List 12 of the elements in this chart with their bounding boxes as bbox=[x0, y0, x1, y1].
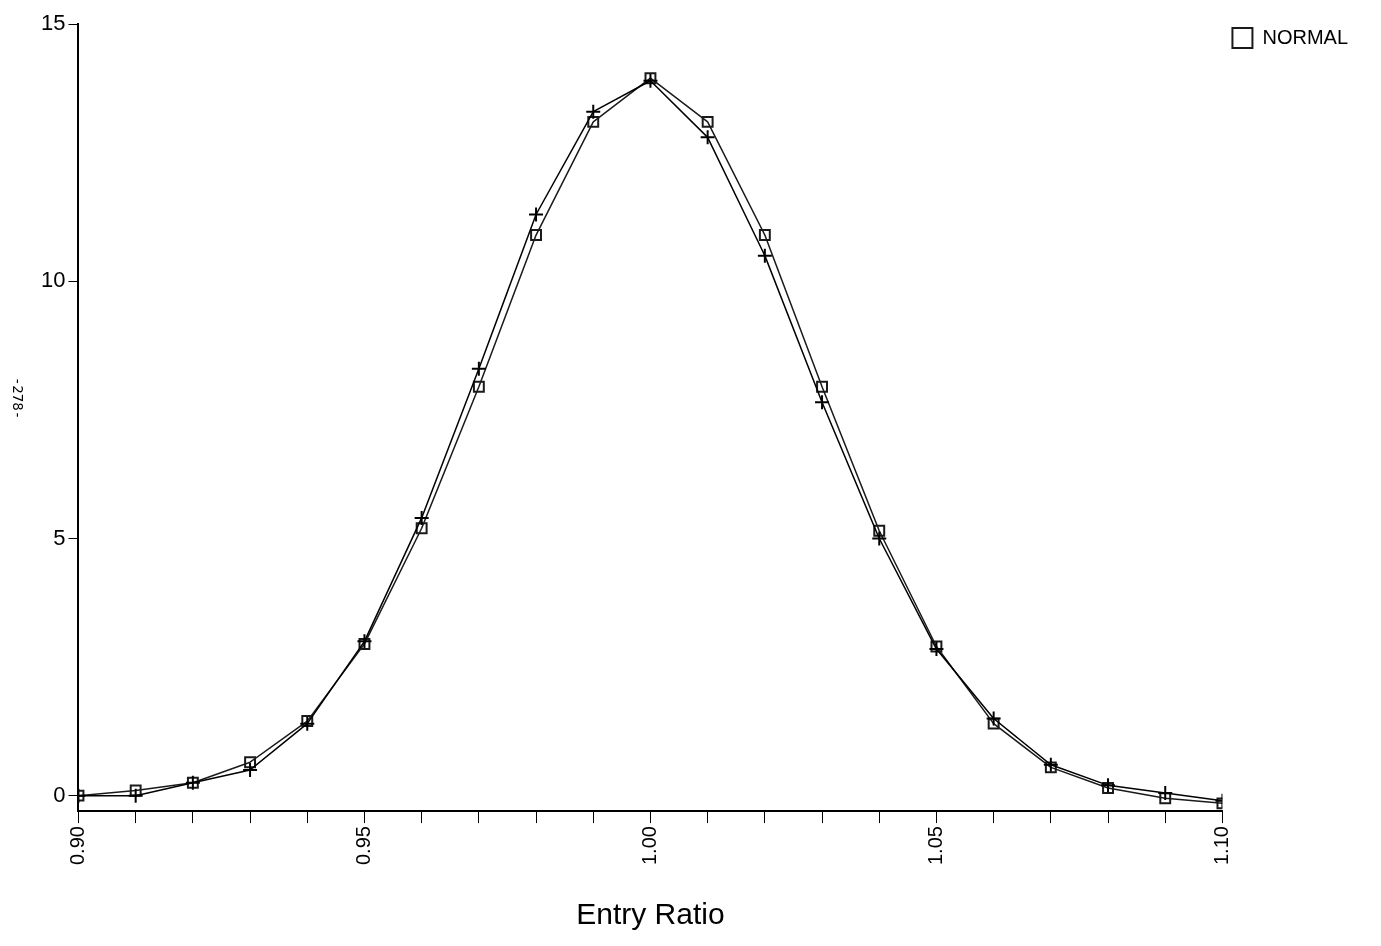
y-tick-label: 0 bbox=[53, 781, 66, 807]
x-tick-label: 0.90 bbox=[65, 826, 88, 866]
y-tick-label: 15 bbox=[40, 10, 66, 36]
x-tick-label: 1.05 bbox=[923, 826, 946, 866]
y-tick-label: 10 bbox=[40, 267, 66, 293]
x-tick-label: 1.00 bbox=[637, 826, 660, 866]
x-axis-title: Entry Ratio bbox=[576, 897, 725, 931]
y-tick-label: 5 bbox=[53, 524, 66, 550]
x-tick-label: 1.10 bbox=[1209, 826, 1232, 866]
x-tick-label: 0.95 bbox=[351, 826, 374, 866]
text: -278- bbox=[10, 376, 26, 420]
legend-label: NORMAL bbox=[1262, 25, 1349, 48]
